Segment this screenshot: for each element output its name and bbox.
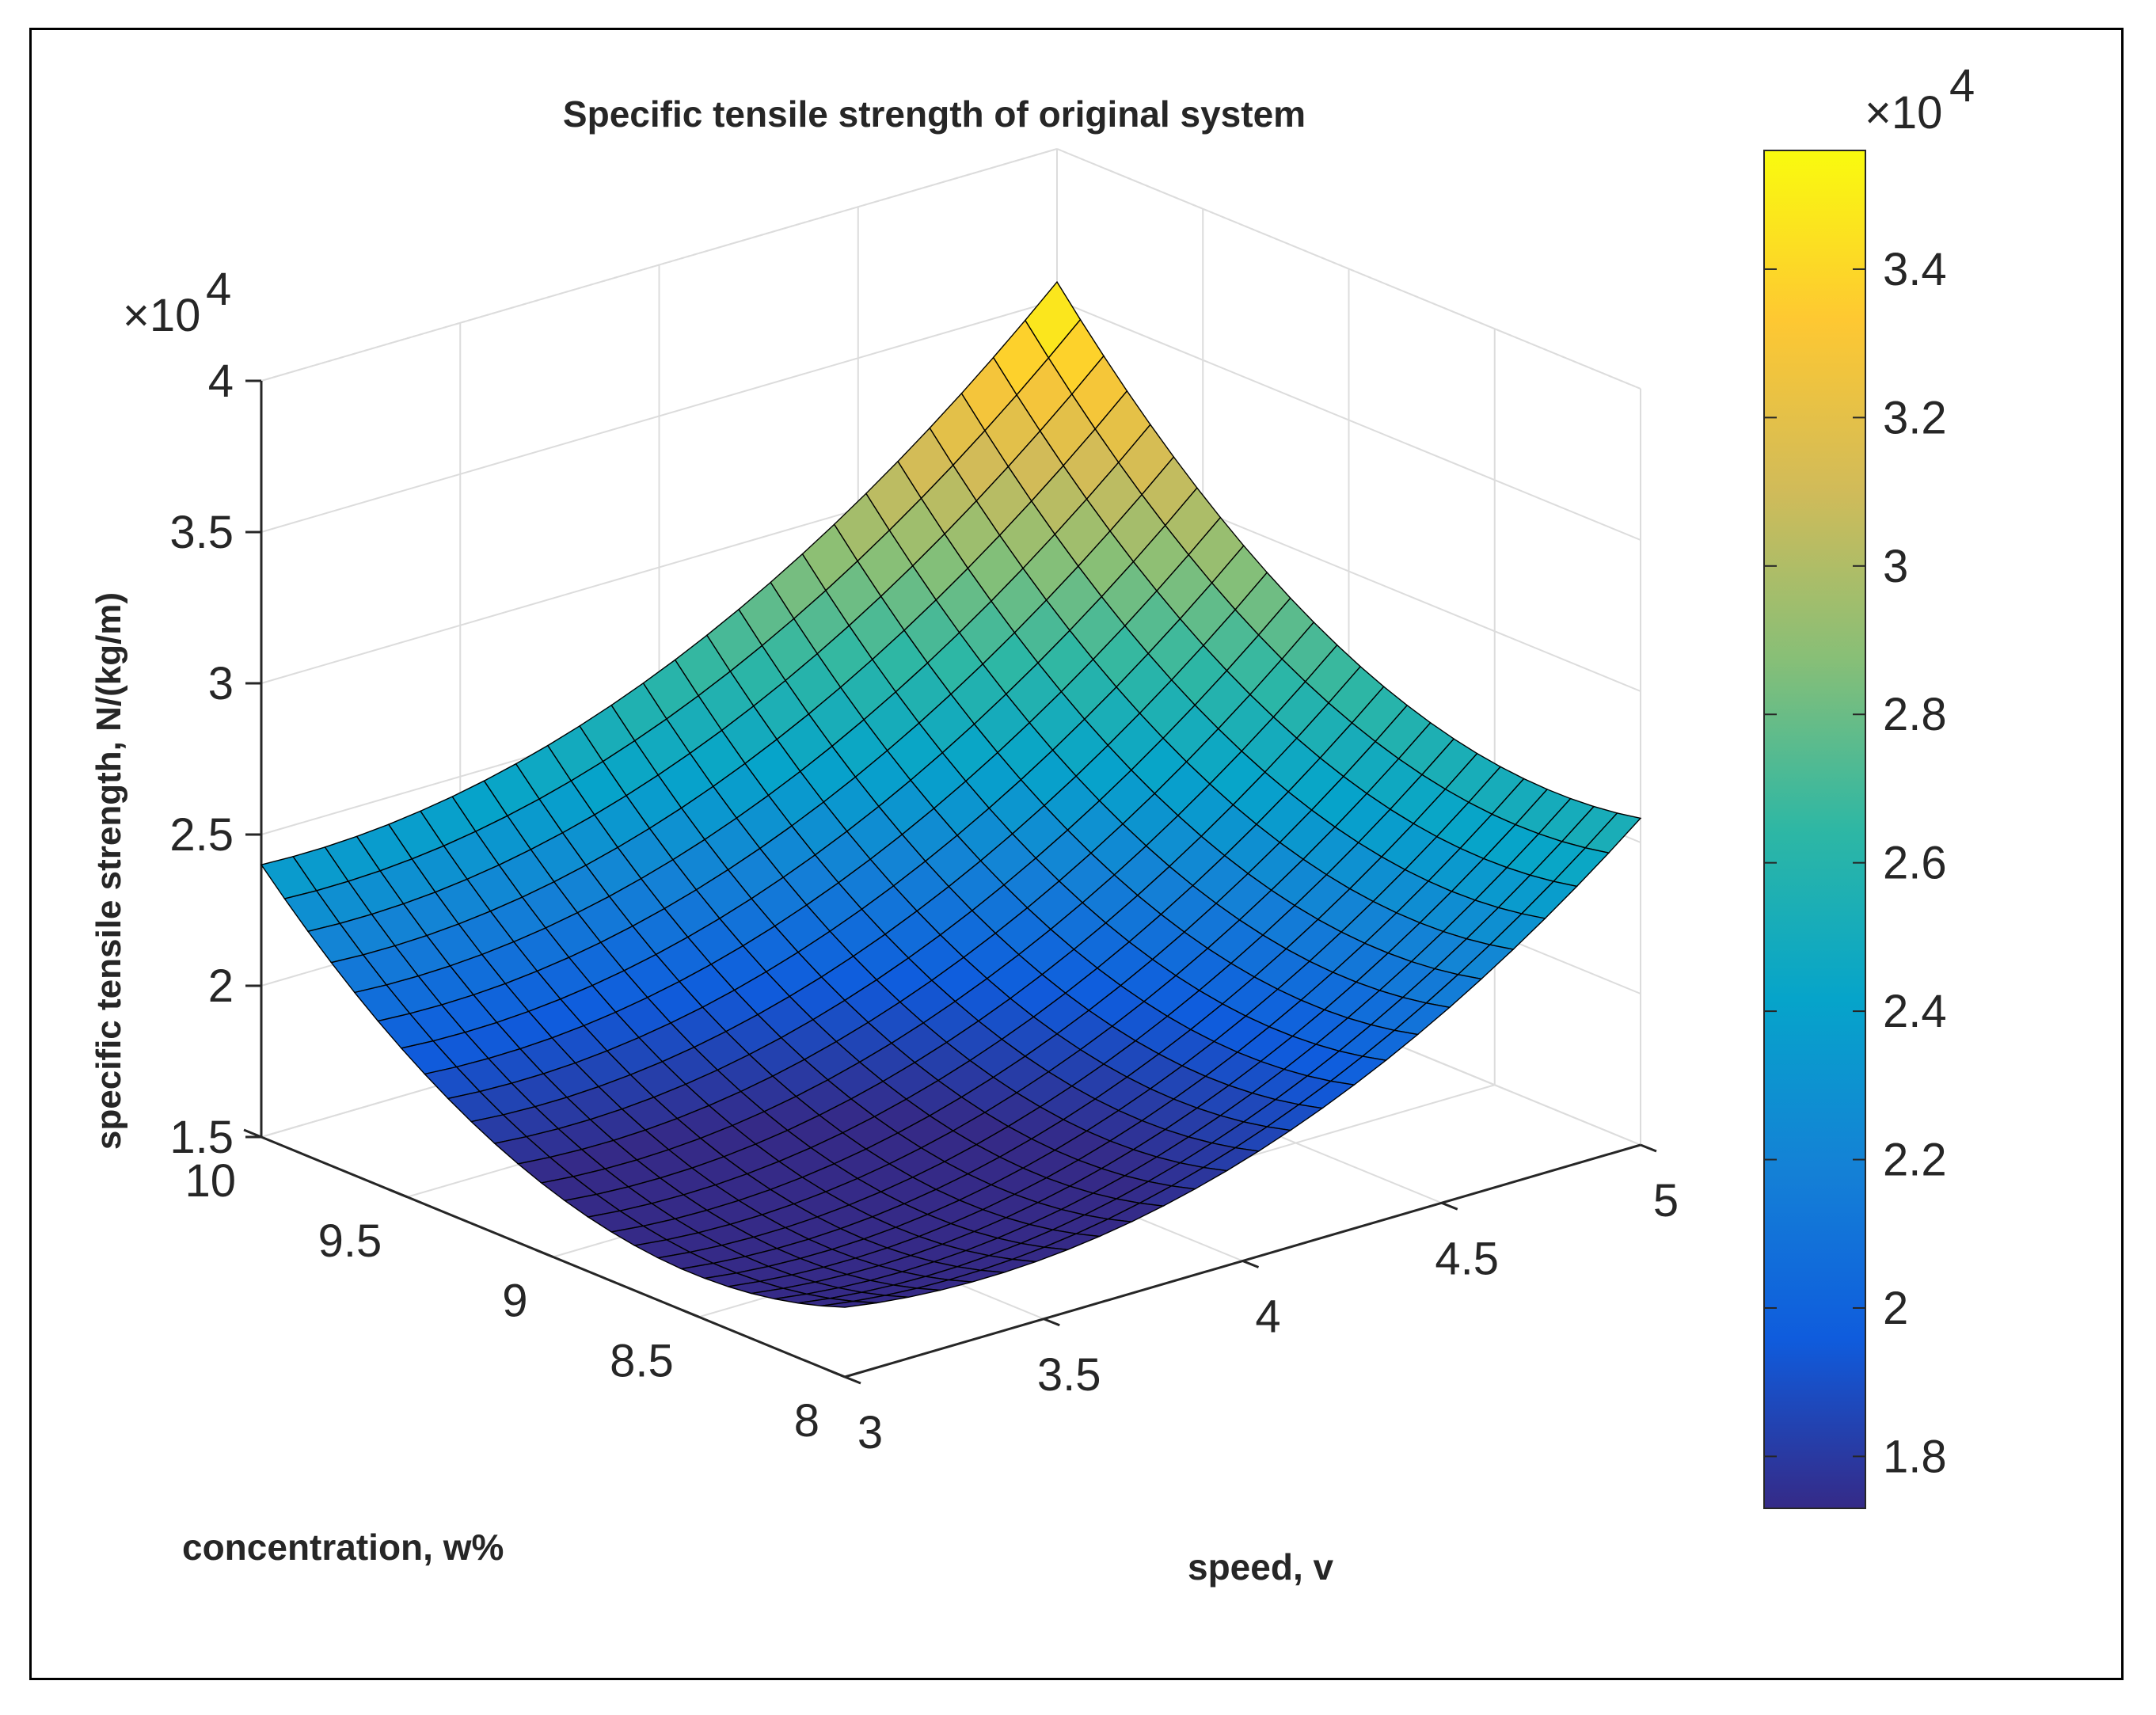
x-tick-mark-2	[1242, 1260, 1260, 1268]
y-axis-label: concentration, w%	[182, 1527, 504, 1568]
surface-mesh	[260, 280, 1642, 1308]
y-tick-mark-2	[534, 1249, 554, 1258]
x-tick-mark-3	[1441, 1201, 1458, 1211]
x-tick-mark-1	[1043, 1318, 1060, 1327]
colorbar-ticks: 1.8 2 2.2 2.4 2.6 2.8 3 3.2 3.4	[1764, 244, 1947, 1482]
x-tick-label-1: 3.5	[1037, 1349, 1101, 1401]
surface-patch	[821, 1300, 877, 1308]
y-tick-label-2: 9	[502, 1276, 527, 1327]
z-axis-label: specific tensile strength, N/(kg/m)	[89, 592, 128, 1150]
box-top-back-edge	[260, 148, 1058, 382]
x-tick-mark-4	[1640, 1143, 1657, 1153]
colorbar-tick-label-3: 2.4	[1883, 986, 1947, 1037]
z-exponent-label: ×10 4	[123, 264, 231, 341]
svg-text:×10: ×10	[1865, 87, 1942, 139]
x-tick-mark-0	[844, 1375, 861, 1385]
z-tick-label-2: 2.5	[169, 809, 234, 861]
axis-ticks: 3 3.5 4 4.5 5 8 8.5 9 9.5 101.5 2 2.5 3 3.5 4	[169, 356, 1679, 1458]
x-tick-label-4: 5	[1653, 1175, 1679, 1226]
colorbar-tick-label-6: 3	[1883, 541, 1908, 592]
colorbar-tick-label-5: 2.8	[1883, 689, 1947, 740]
colorbar-tick-label-2: 2.2	[1883, 1135, 1947, 1186]
colorbar-tick-label-1: 2	[1883, 1283, 1908, 1334]
colorbar-tick-label-8: 3.4	[1883, 244, 1947, 295]
x-axis-label: speed, v	[1188, 1546, 1334, 1588]
z-tick-label-3: 3	[208, 658, 234, 709]
svg-text:4: 4	[206, 264, 231, 315]
x-tick-label-3: 4.5	[1435, 1233, 1499, 1284]
chart-title: Specific tensile strength of original sy…	[563, 93, 1306, 135]
y-tick-mark-0	[827, 1368, 846, 1378]
colorbar-tick-label-0: 1.8	[1883, 1431, 1947, 1482]
x-tick-label-0: 3	[857, 1407, 883, 1458]
y-tick-label-3: 9.5	[318, 1215, 382, 1267]
y-tick-mark-1	[681, 1308, 700, 1318]
colorbar-exponent-label: ×10 4	[1865, 60, 1975, 139]
x-tick-label-2: 4	[1255, 1291, 1280, 1343]
colorbar-tick-label-4: 2.6	[1883, 838, 1947, 889]
z-tick-label-4: 3.5	[169, 507, 234, 558]
z-tick-label-0: 1.5	[169, 1112, 234, 1163]
svg-text:4: 4	[1949, 60, 1975, 112]
y-tick-label-0: 8	[794, 1395, 819, 1447]
z-tick-label-5: 4	[208, 356, 234, 407]
colorbar-tick-label-7: 3.2	[1883, 392, 1947, 443]
z-tick-label-1: 2	[208, 960, 234, 1012]
svg-text:×10: ×10	[123, 290, 200, 341]
box-top-side-edge	[1056, 148, 1641, 390]
colorbar: 1.8 2 2.2 2.4 2.6 2.8 3 3.2 3.4 ×10 4	[1763, 60, 1975, 1509]
y-tick-label-1: 8.5	[610, 1335, 674, 1386]
colorbar-gradient	[1763, 150, 1866, 1509]
y-tick-label-4: 10	[184, 1155, 236, 1207]
y-tick-mark-3	[389, 1188, 408, 1199]
